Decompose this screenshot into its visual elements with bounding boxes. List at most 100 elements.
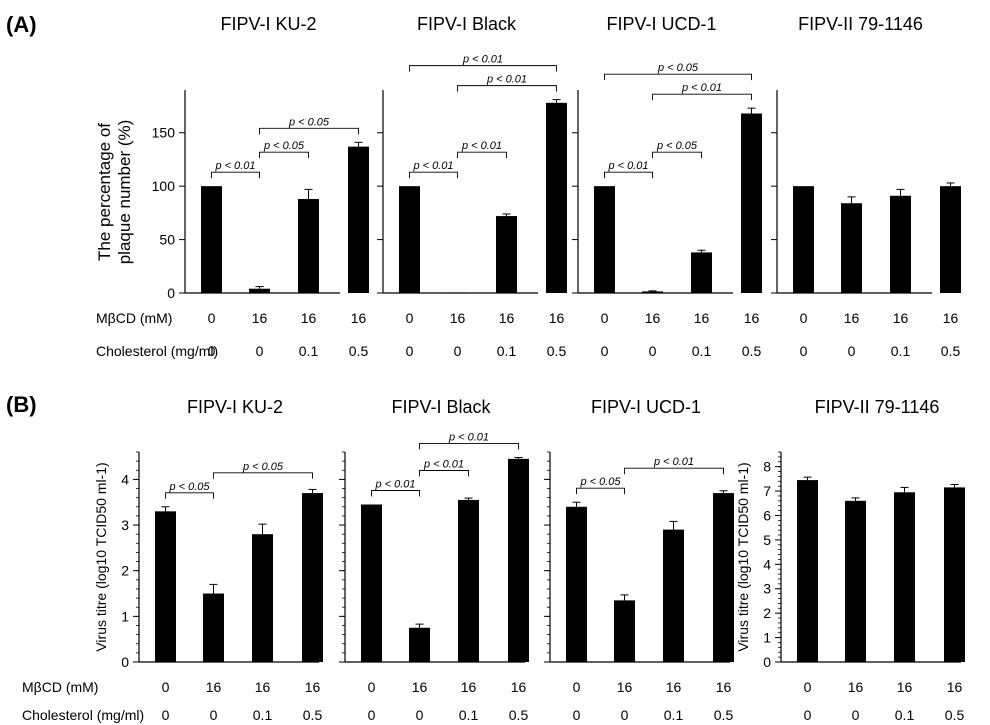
panel-a-ylabel-line2: plaque number (%) — [115, 120, 134, 265]
row-value-a4-1-2: 0.1 — [891, 343, 911, 359]
row-value-b1-0-3: 16 — [305, 679, 321, 695]
row-value-a1-1-3: 0.5 — [349, 343, 369, 359]
row-value-a1-0-2: 16 — [301, 310, 317, 326]
bar-a2-1 — [399, 186, 420, 293]
panel-label-b: (B) — [6, 392, 37, 417]
bar-a1-3 — [298, 198, 319, 293]
row-value-a3-1-1: 0 — [649, 343, 657, 359]
row-value-a3-1-0: 0 — [601, 343, 609, 359]
row-value-a2-1-2: 0.1 — [497, 343, 517, 359]
bar-a3-1 — [594, 186, 615, 293]
panel-b-row-labels: MβCD (mM) Cholesterol (mg/ml) — [22, 679, 144, 723]
row-value-a4-1-1: 0 — [848, 343, 856, 359]
bar-a3-2 — [642, 291, 663, 293]
chart-b-4: FIPV-II 79-1146 0 1 2 3 4 5 6 7 8 Virus titre (log… — [735, 397, 965, 723]
chart-b-2: FIPV-I Black 0 16 16 16 0 0 0.1 0.5 p < 0.01 p < 0… — [339, 397, 529, 723]
significance-label-b3-2: p < 0.01 — [653, 456, 694, 468]
bar-a3-3 — [691, 252, 712, 293]
significance-bracket-b2-3 — [419, 443, 519, 450]
tick-label-b4: 6 — [763, 507, 771, 523]
row-value-b4-1-2: 0.1 — [895, 707, 915, 723]
significance-bracket-b1-1 — [165, 492, 214, 499]
significance-bracket-a1-1 — [211, 171, 260, 179]
row-value-b1-1-2: 0.1 — [253, 707, 273, 723]
row-value-b4-0-1: 16 — [848, 679, 864, 695]
tick-label-b4: 0 — [763, 654, 771, 670]
row-value-b2-0-1: 16 — [412, 679, 428, 695]
row-value-a4-0-0: 0 — [800, 310, 808, 326]
tick-label-a1: 0 — [167, 285, 175, 301]
row-value-b4-1-0: 0 — [804, 707, 812, 723]
bar-a4-4 — [940, 186, 961, 293]
significance-bracket-a2-4 — [409, 65, 557, 72]
row-value-b4-1-1: 0 — [852, 707, 860, 723]
row-value-a3-0-1: 16 — [645, 310, 661, 326]
bar-a2-4 — [546, 102, 567, 294]
row-value-b4-0-2: 16 — [897, 679, 913, 695]
bar-a1-1 — [201, 186, 222, 293]
bar-b1-3 — [252, 534, 273, 662]
row-value-a4-0-1: 16 — [844, 310, 860, 326]
row-value-b2-1-3: 0.5 — [509, 707, 529, 723]
chart-title-a2: FIPV-I Black — [417, 14, 517, 34]
significance-label-b2-2: p < 0.01 — [423, 459, 464, 471]
bar-a2-3 — [496, 216, 517, 293]
tick-label-b1: 0 — [121, 654, 129, 670]
significance-bracket-a3-4 — [604, 73, 752, 81]
row-value-b1-0-1: 16 — [206, 679, 222, 695]
row-value-a1-0-0: 0 — [208, 310, 216, 326]
significance-bracket-a2-2 — [457, 151, 507, 159]
row-value-a3-0-0: 0 — [601, 310, 609, 326]
significance-label-a1-3: p < 0.05 — [288, 116, 330, 128]
bar-b1-2 — [203, 593, 224, 662]
bar-b4-4 — [944, 487, 965, 662]
significance-label-b2-3: p < 0.01 — [448, 431, 489, 443]
row-value-a1-1-2: 0.1 — [299, 343, 319, 359]
panel-a-y-axis-label: The percentage of plaque number (%) — [95, 120, 134, 265]
tick-label-b1: 2 — [121, 563, 129, 579]
row-value-a1-0-3: 16 — [351, 310, 367, 326]
row-value-b3-0-2: 16 — [666, 679, 682, 695]
panel-b-row-label-mbcd: MβCD (mM) — [22, 679, 98, 695]
bar-a4-3 — [890, 195, 911, 293]
row-value-b1-1-1: 0 — [210, 707, 218, 723]
row-value-b1-0-0: 0 — [162, 679, 170, 695]
row-value-b3-1-3: 0.5 — [714, 707, 734, 723]
row-value-a4-1-0: 0 — [800, 343, 808, 359]
tick-label-b4: 1 — [763, 630, 771, 646]
chart-title-b2: FIPV-I Black — [391, 397, 491, 417]
chart-a-4: FIPV-II 79-1146 0 16 16 16 0 0 0.1 0.5 — [771, 14, 961, 359]
row-value-a2-0-0: 0 — [406, 310, 414, 326]
bar-b4-1 — [797, 480, 818, 662]
chart-title-b4: FIPV-II 79-1146 — [815, 397, 940, 417]
bar-a2-2 — [447, 292, 468, 294]
row-value-a4-0-3: 16 — [943, 310, 959, 326]
row-value-a2-1-3: 0.5 — [547, 343, 567, 359]
significance-label-a3-2: p < 0.05 — [656, 140, 698, 152]
bar-a4-2 — [841, 203, 862, 293]
bar-a1-4 — [348, 146, 369, 293]
row-value-b4-1-3: 0.5 — [945, 707, 965, 723]
significance-bracket-b2-1 — [371, 490, 420, 497]
bar-b4-3 — [894, 492, 915, 662]
row-value-a2-1-0: 0 — [406, 343, 414, 359]
row-value-b3-0-1: 16 — [617, 679, 633, 695]
significance-label-a2-4: p < 0.01 — [462, 54, 503, 66]
significance-label-a2-2: p < 0.01 — [461, 140, 502, 152]
tick-label-a1: 50 — [159, 232, 175, 248]
panel-a-row-label-mbcd: MβCD (mM) — [96, 310, 172, 326]
row-value-b3-1-2: 0.1 — [664, 707, 684, 723]
bar-b2-3 — [458, 499, 479, 662]
row-value-b2-1-2: 0.1 — [459, 707, 479, 723]
bar-b1-1 — [155, 511, 176, 662]
row-value-b2-0-3: 16 — [511, 679, 527, 695]
row-value-b4-0-3: 16 — [947, 679, 963, 695]
tick-label-b1: 3 — [121, 517, 129, 533]
significance-bracket-b2-2 — [419, 470, 469, 477]
significance-bracket-a3-1 — [604, 171, 653, 179]
chart-title-a3: FIPV-I UCD-1 — [606, 14, 716, 34]
row-value-b2-1-1: 0 — [416, 707, 424, 723]
panel-b-row-label-cholesterol: Cholesterol (mg/ml) — [22, 707, 144, 723]
